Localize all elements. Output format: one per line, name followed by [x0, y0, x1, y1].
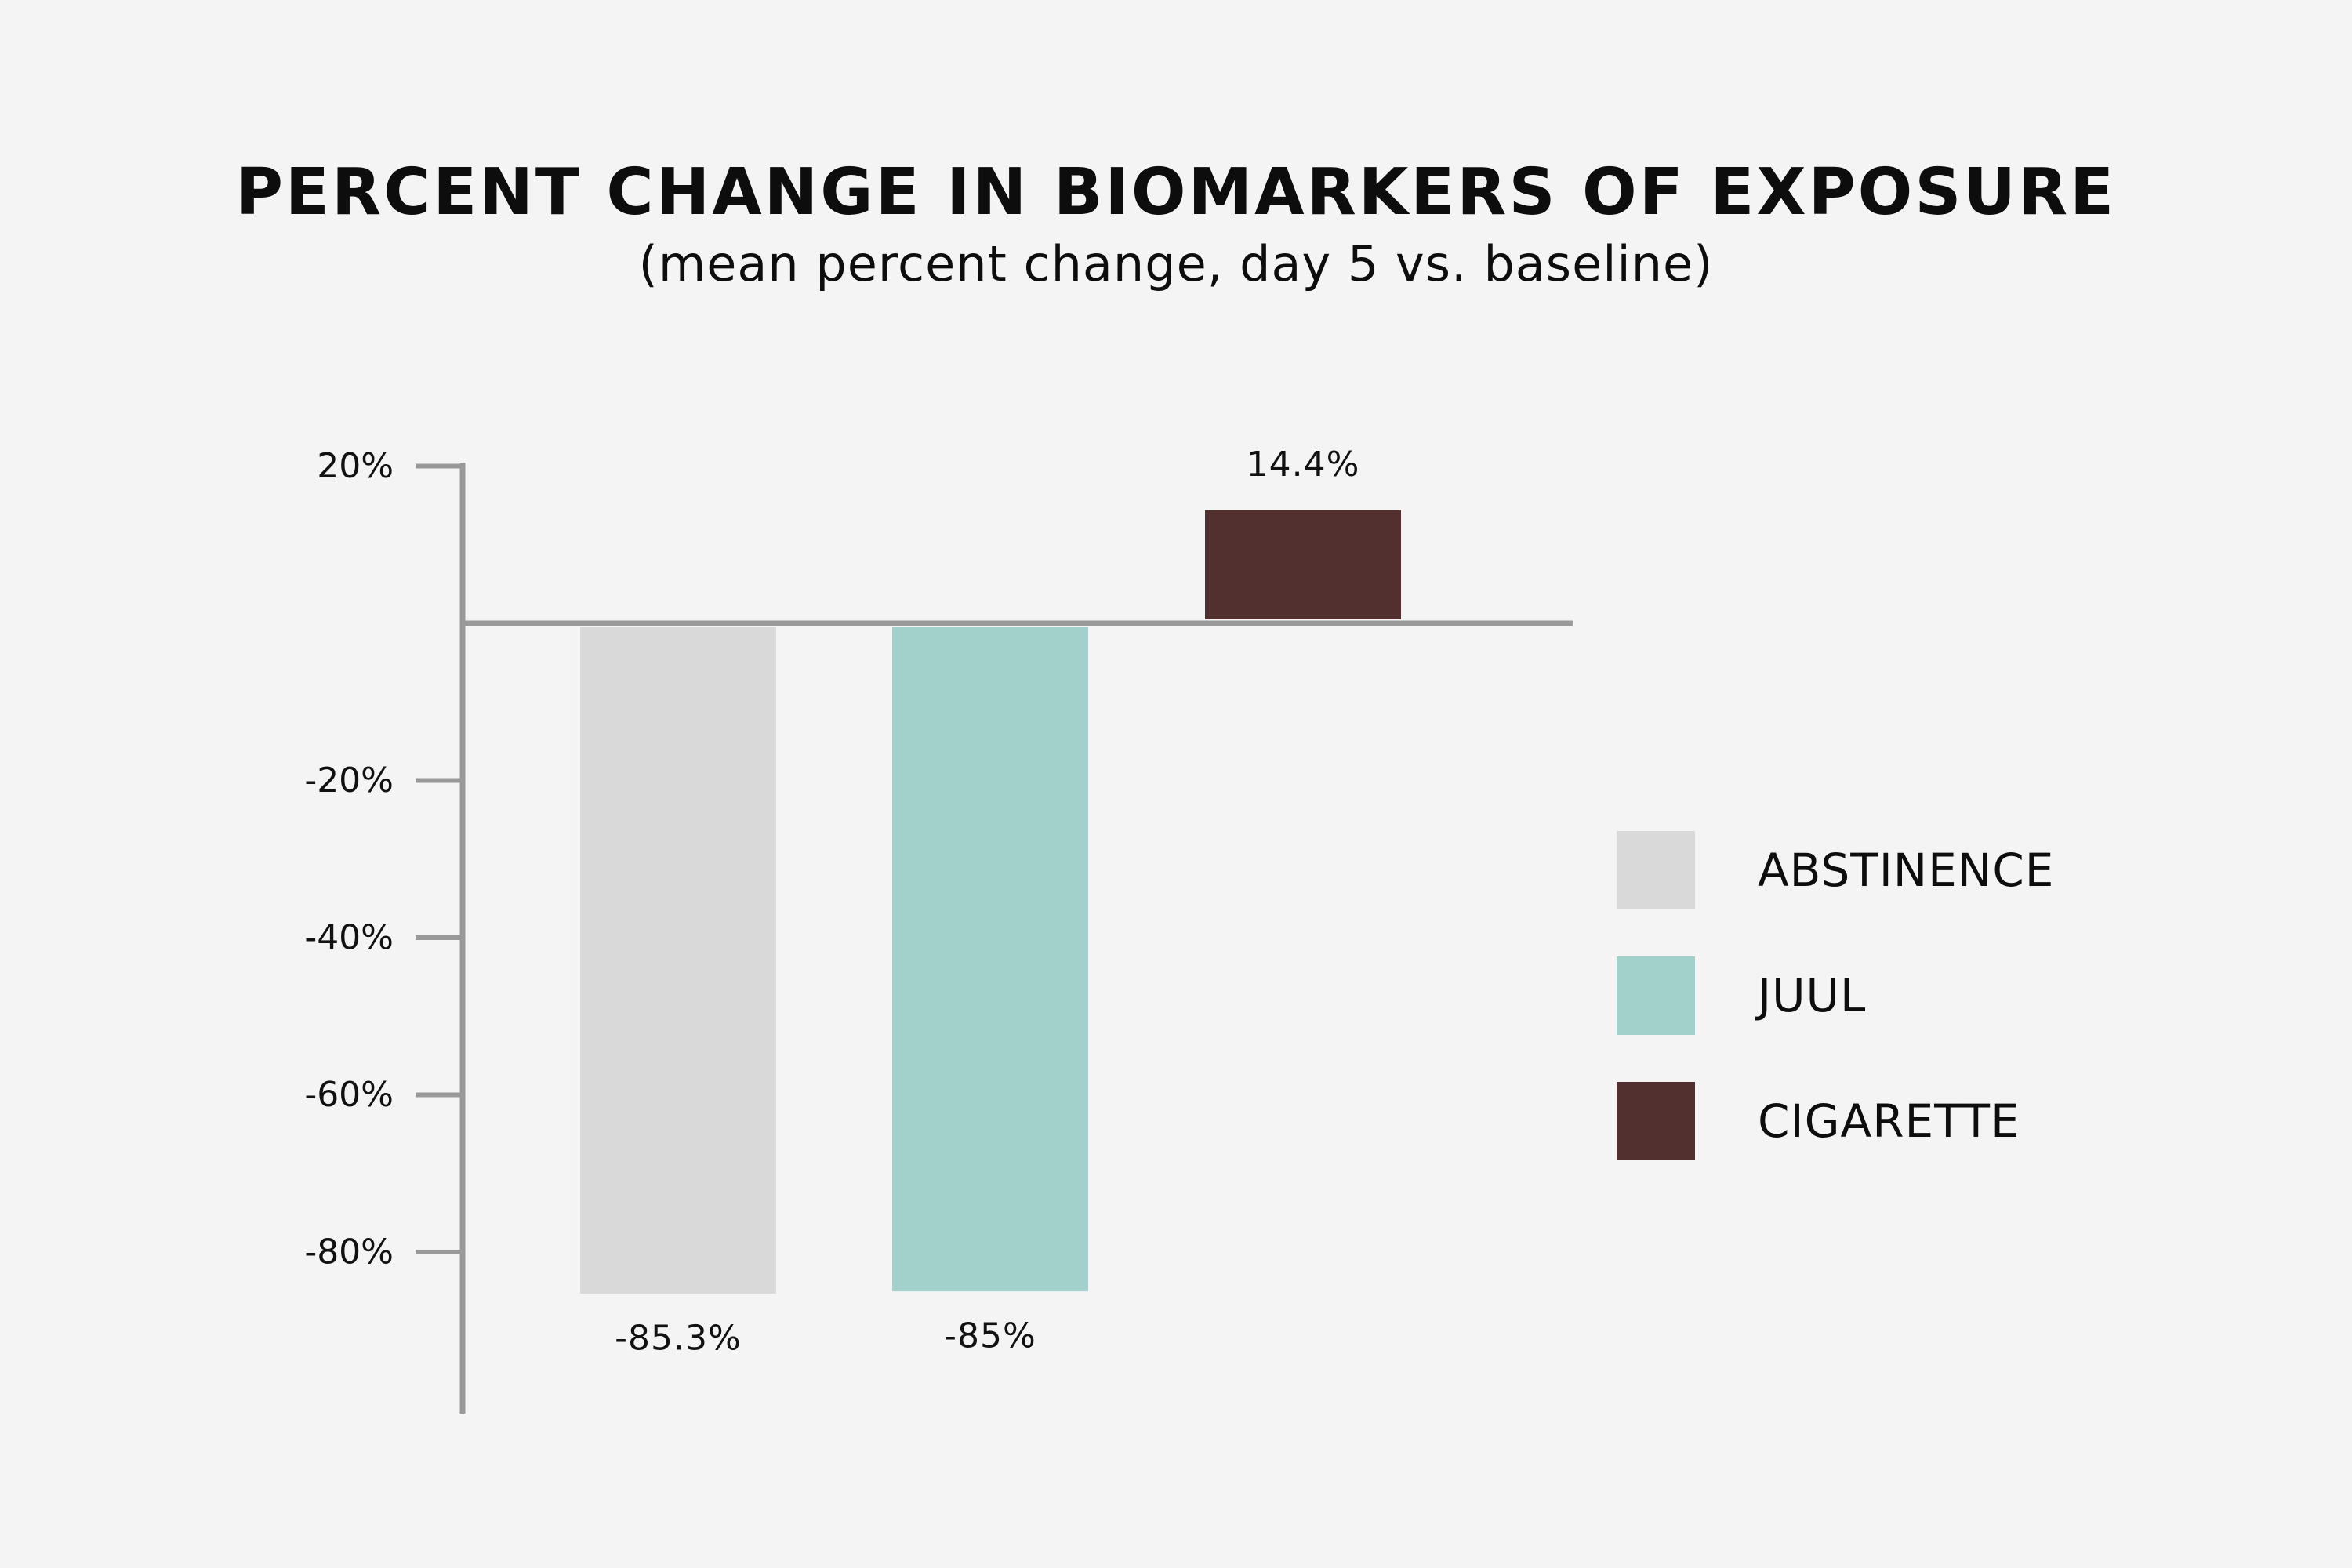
y-tick-label: -20%	[304, 760, 394, 800]
legend-item-juul: JUUL	[1617, 956, 2165, 1035]
y-tick-label: -80%	[304, 1232, 394, 1272]
legend-swatch-cigarette	[1617, 1082, 1695, 1160]
bar-juul	[892, 627, 1088, 1292]
legend-label-cigarette: CIGARETTE	[1758, 1094, 2020, 1148]
chart-subtitle: (mean percent change, day 5 vs. baseline…	[638, 235, 1714, 292]
data-label: -85%	[944, 1316, 1036, 1356]
legend-swatch-abstinence	[1617, 831, 1695, 909]
legend-swatch-juul	[1617, 956, 1695, 1035]
bar-abstinence	[580, 627, 776, 1294]
y-tick-label: -40%	[304, 918, 394, 958]
chart-title: PERCENT CHANGE IN BIOMARKERS OF EXPOSURE	[235, 155, 2117, 230]
y-tick-label: -60%	[304, 1075, 394, 1115]
legend-label-juul: JUUL	[1758, 969, 1867, 1022]
data-label: -85.3%	[615, 1319, 742, 1359]
y-tick-label: 20%	[317, 446, 394, 486]
legend-item-cigarette: CIGARETTE	[1617, 1082, 2165, 1160]
legend-label-abstinence: ABSTINENCE	[1758, 844, 2055, 897]
legend-item-abstinence: ABSTINENCE	[1617, 831, 2165, 909]
bar-cigarette	[1205, 510, 1401, 619]
data-label: 14.4%	[1247, 445, 1360, 485]
